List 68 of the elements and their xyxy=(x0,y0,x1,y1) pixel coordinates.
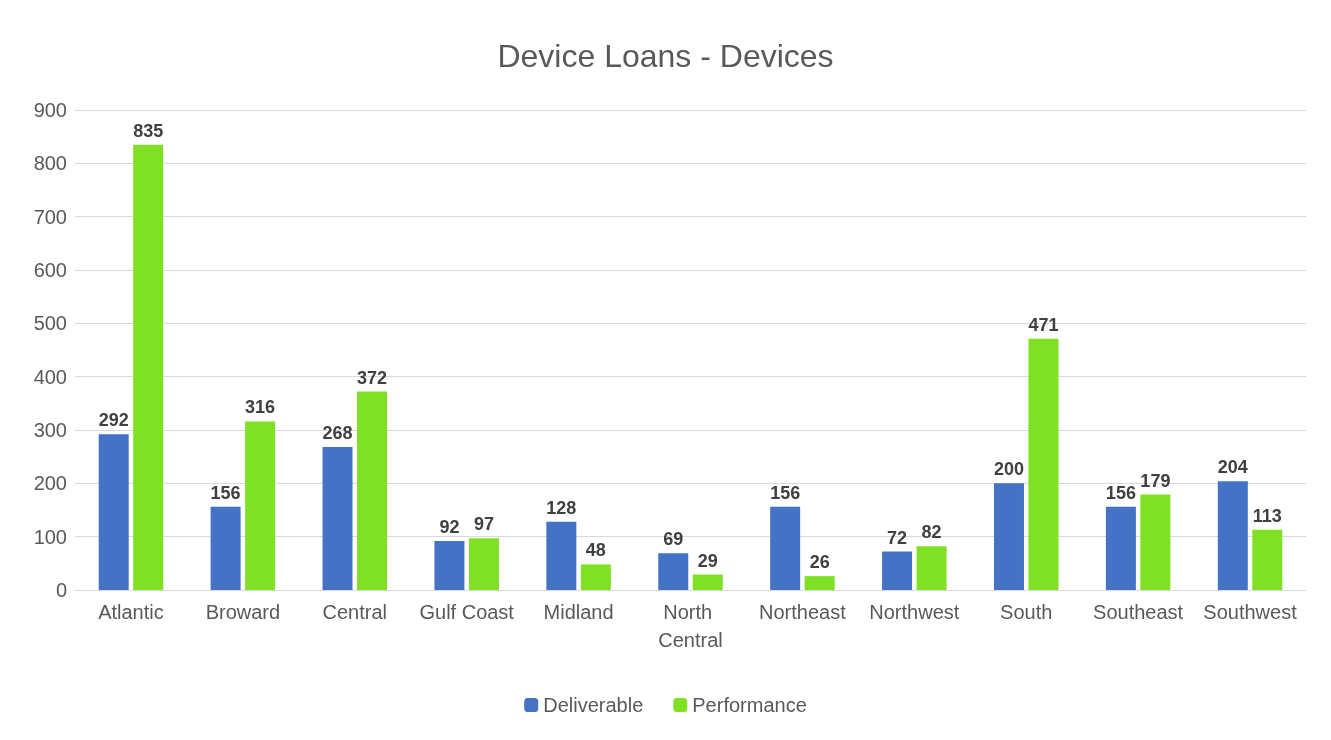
data-label: 92 xyxy=(439,516,460,537)
data-label: 835 xyxy=(133,120,164,141)
data-label: 156 xyxy=(1105,482,1136,503)
y-tick-label: 600 xyxy=(33,259,67,281)
data-label: 128 xyxy=(546,497,577,518)
data-label: 204 xyxy=(1217,457,1248,478)
bar xyxy=(1140,494,1171,590)
data-label: 113 xyxy=(1252,505,1282,526)
data-label: 48 xyxy=(585,540,606,561)
y-tick-label: 0 xyxy=(55,579,67,601)
bar xyxy=(210,506,241,590)
x-tick-label: Atlantic xyxy=(98,601,164,623)
y-tick-label: 900 xyxy=(33,99,67,121)
bar xyxy=(1252,529,1283,590)
x-tick-label: Southwest xyxy=(1203,601,1298,623)
y-tick-label: 400 xyxy=(33,365,67,388)
data-label: 156 xyxy=(770,482,801,503)
data-label: 200 xyxy=(993,459,1024,480)
y-tick-label: 500 xyxy=(33,312,67,335)
bar xyxy=(133,144,164,590)
x-tick-label: Northeast xyxy=(759,601,847,623)
bar xyxy=(1217,481,1248,590)
data-label: 268 xyxy=(322,423,353,444)
bar xyxy=(580,564,611,590)
x-tick-label: Broward xyxy=(205,601,281,623)
data-label: 97 xyxy=(473,514,494,535)
bar xyxy=(692,574,723,590)
y-tick-label: 700 xyxy=(33,205,67,228)
bar xyxy=(916,546,947,590)
bar xyxy=(770,506,801,590)
bar xyxy=(658,553,689,590)
bar xyxy=(1028,338,1059,590)
bar xyxy=(357,391,388,590)
bar xyxy=(434,540,465,590)
data-label: 26 xyxy=(809,552,830,573)
data-label: 156 xyxy=(210,482,241,503)
data-label: 29 xyxy=(697,550,718,571)
legend-label: Performance xyxy=(692,694,807,716)
data-label: 179 xyxy=(1140,470,1171,491)
bar xyxy=(993,483,1024,590)
x-tick-label: Midland xyxy=(543,601,614,623)
x-tick-label: Northwest xyxy=(869,601,960,623)
chart-title: Device Loans - Devices xyxy=(497,38,834,74)
bar xyxy=(322,447,353,590)
data-label: 292 xyxy=(98,410,129,431)
y-tick-label: 800 xyxy=(33,152,67,175)
bar xyxy=(804,576,835,590)
bar xyxy=(546,521,577,590)
legend-label: Deliverable xyxy=(543,694,644,716)
x-tick-label: South xyxy=(1000,601,1053,623)
bar xyxy=(98,434,129,590)
x-tick-label: Gulf Coast xyxy=(419,601,515,623)
x-tick-label: Southeast xyxy=(1093,601,1184,623)
data-label: 72 xyxy=(887,527,908,548)
data-label: 316 xyxy=(245,397,276,418)
data-label: 82 xyxy=(921,522,942,543)
y-tick-label: 300 xyxy=(33,419,67,441)
x-tick-label: Central xyxy=(322,601,388,623)
x-tick-label: North Central xyxy=(658,601,723,651)
data-label: 69 xyxy=(663,529,684,550)
y-tick-label: 100 xyxy=(33,525,67,548)
bar xyxy=(1105,506,1136,590)
y-tick-label: 200 xyxy=(33,472,67,495)
data-label: 471 xyxy=(1028,314,1059,335)
data-label: 372 xyxy=(357,367,388,388)
bar xyxy=(468,538,499,590)
bar xyxy=(245,421,276,590)
bar xyxy=(882,551,913,590)
